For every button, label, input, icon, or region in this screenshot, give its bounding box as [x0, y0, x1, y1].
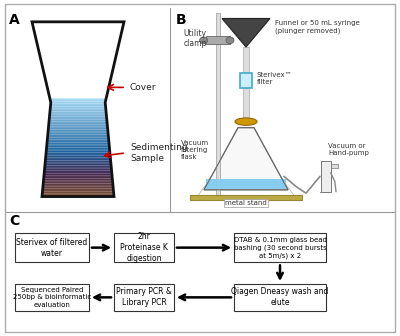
Text: Qiagen Dneasy wash and
elute: Qiagen Dneasy wash and elute — [231, 287, 329, 307]
Polygon shape — [45, 162, 111, 164]
Polygon shape — [42, 195, 114, 197]
Bar — [234, 284, 326, 311]
Polygon shape — [48, 133, 108, 134]
Bar — [15, 233, 89, 262]
Polygon shape — [46, 148, 110, 149]
Polygon shape — [48, 131, 108, 133]
Bar — [240, 73, 252, 88]
Polygon shape — [43, 188, 113, 190]
Polygon shape — [45, 161, 111, 162]
Polygon shape — [42, 193, 114, 195]
Bar — [243, 47, 249, 73]
Text: Primary PCR &
Library PCR: Primary PCR & Library PCR — [116, 287, 172, 307]
Bar — [321, 161, 331, 192]
Polygon shape — [50, 107, 106, 108]
Polygon shape — [42, 192, 114, 193]
Bar — [243, 88, 249, 123]
Polygon shape — [44, 177, 112, 178]
Polygon shape — [43, 180, 113, 182]
Bar — [216, 13, 220, 197]
Polygon shape — [46, 154, 110, 156]
Text: C: C — [9, 214, 19, 228]
Polygon shape — [44, 169, 112, 170]
Polygon shape — [44, 175, 112, 177]
Text: Sedimenting
Sample: Sedimenting Sample — [130, 143, 188, 163]
Text: Vacuum or
Hand-pump: Vacuum or Hand-pump — [328, 142, 369, 156]
Text: Funnel or 50 mL syringe
(plunger removed): Funnel or 50 mL syringe (plunger removed… — [275, 20, 360, 34]
Polygon shape — [44, 174, 112, 175]
Bar — [331, 164, 338, 168]
Bar — [114, 284, 174, 311]
Polygon shape — [204, 128, 288, 190]
Polygon shape — [44, 178, 112, 180]
Polygon shape — [50, 103, 106, 105]
Polygon shape — [46, 149, 110, 151]
Polygon shape — [43, 185, 113, 187]
Polygon shape — [50, 108, 106, 110]
Text: A: A — [9, 13, 20, 27]
Bar — [15, 284, 89, 311]
Polygon shape — [46, 157, 110, 159]
Text: B: B — [176, 13, 187, 27]
Polygon shape — [47, 141, 109, 142]
Polygon shape — [49, 123, 107, 125]
Text: Vacuum
filtering
flask: Vacuum filtering flask — [181, 139, 209, 160]
Polygon shape — [50, 115, 106, 117]
Text: Utility
clamp: Utility clamp — [183, 29, 206, 48]
Polygon shape — [48, 125, 108, 126]
Polygon shape — [46, 156, 110, 157]
Circle shape — [200, 37, 208, 44]
Text: DTAB & 0.1mm glass bead
bashing (30 second bursts
at 5m/s) x 2: DTAB & 0.1mm glass bead bashing (30 seco… — [234, 237, 326, 259]
Polygon shape — [49, 120, 107, 121]
Text: Sterivex™
filter: Sterivex™ filter — [256, 73, 292, 85]
Bar — [234, 233, 326, 262]
Polygon shape — [44, 170, 112, 172]
Polygon shape — [46, 146, 110, 148]
Bar — [206, 179, 286, 189]
Polygon shape — [49, 121, 107, 123]
Ellipse shape — [235, 118, 257, 125]
Polygon shape — [49, 118, 107, 120]
Polygon shape — [50, 105, 106, 107]
Bar — [114, 233, 174, 262]
Polygon shape — [50, 98, 106, 100]
Polygon shape — [45, 167, 111, 169]
Polygon shape — [43, 187, 113, 188]
Text: Sterivex of filtered
water: Sterivex of filtered water — [16, 238, 88, 258]
Polygon shape — [44, 172, 112, 174]
Polygon shape — [43, 183, 113, 185]
Circle shape — [226, 37, 234, 44]
Text: Sequenced Paired
250bp & bioinformatic
evaluation: Sequenced Paired 250bp & bioinformatic e… — [13, 287, 91, 308]
Polygon shape — [48, 126, 108, 128]
Polygon shape — [42, 190, 114, 192]
Polygon shape — [50, 112, 106, 113]
Polygon shape — [47, 142, 109, 144]
Polygon shape — [47, 144, 109, 146]
Polygon shape — [50, 110, 106, 112]
Polygon shape — [47, 139, 109, 141]
Text: Cover: Cover — [130, 83, 156, 92]
Polygon shape — [45, 166, 111, 167]
Text: 2hr
Proteinase K
digestion: 2hr Proteinase K digestion — [120, 232, 168, 263]
Polygon shape — [48, 128, 108, 129]
Polygon shape — [51, 102, 105, 103]
Polygon shape — [45, 159, 111, 161]
Polygon shape — [49, 117, 107, 118]
Polygon shape — [46, 151, 110, 153]
Text: metal stand: metal stand — [225, 200, 267, 206]
Polygon shape — [50, 100, 106, 102]
Polygon shape — [50, 113, 106, 115]
Polygon shape — [48, 129, 108, 131]
Polygon shape — [43, 182, 113, 183]
Polygon shape — [47, 138, 109, 139]
Polygon shape — [45, 164, 111, 166]
Polygon shape — [222, 18, 270, 47]
Bar — [190, 195, 302, 200]
Bar — [206, 36, 230, 44]
Polygon shape — [46, 153, 110, 154]
Polygon shape — [48, 136, 108, 138]
Polygon shape — [48, 134, 108, 136]
